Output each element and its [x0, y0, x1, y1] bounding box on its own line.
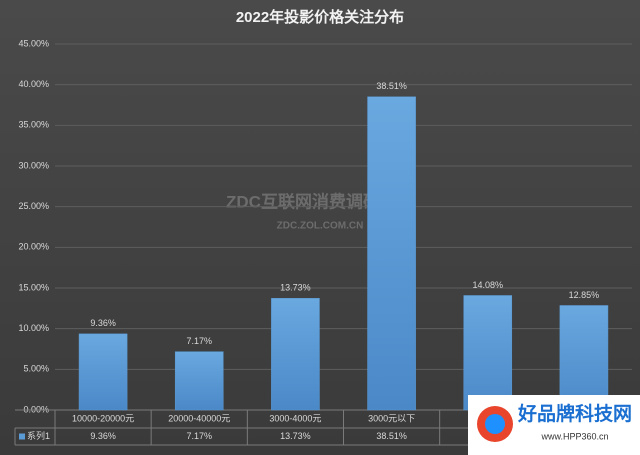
data-label: 38.51%	[376, 81, 407, 91]
data-label: 14.08%	[472, 280, 503, 290]
x-tick-label: 20000-40000元	[168, 413, 230, 423]
table-value: 38.51%	[376, 431, 407, 441]
y-tick-label: 40.00%	[18, 79, 49, 89]
logo: 好品牌科技网 www.HPP360.cn	[468, 395, 640, 455]
x-tick-label: 3000-4000元	[269, 413, 321, 423]
y-tick-label: 30.00%	[18, 160, 49, 170]
y-tick-label: 45.00%	[18, 38, 49, 48]
table-value: 7.17%	[186, 431, 212, 441]
data-label: 7.17%	[186, 336, 212, 346]
legend-swatch	[19, 433, 25, 440]
chart-title: 2022年投影价格关注分布	[236, 8, 404, 26]
y-tick-label: 20.00%	[18, 242, 49, 252]
bar	[367, 96, 416, 411]
bar	[174, 351, 224, 411]
y-tick-label: 25.00%	[18, 201, 49, 211]
y-tick-label: 5.00%	[23, 364, 49, 374]
data-label: 13.73%	[280, 283, 311, 293]
watermark: ZDC.ZOL.COM.CN	[277, 221, 364, 232]
bar	[78, 333, 128, 411]
y-tick-label: 15.00%	[18, 282, 49, 292]
x-tick-label: 3000元以下	[368, 413, 415, 423]
bar	[559, 305, 609, 411]
table-value: 9.36%	[90, 431, 116, 441]
x-tick-label: 10000-20000元	[72, 413, 134, 423]
bar	[463, 295, 513, 411]
data-label: 9.36%	[90, 318, 116, 328]
data-label: 12.85%	[569, 290, 600, 300]
table-value: 13.73%	[280, 431, 311, 441]
y-tick-label: 0.00%	[23, 404, 49, 414]
plot: 0.00% 5.00% 10.00% 15.00% 20.00% 25.00% 30.00%…	[14, 38, 633, 446]
legend-label: 系列1	[27, 430, 50, 441]
bar	[271, 298, 320, 411]
watermark: www.HPP360.cn	[540, 431, 608, 441]
logo-icon	[485, 414, 505, 434]
watermark: 好品牌科技网	[517, 402, 632, 425]
y-tick-label: 35.00%	[18, 120, 49, 130]
y-tick-label: 10.00%	[18, 323, 49, 333]
